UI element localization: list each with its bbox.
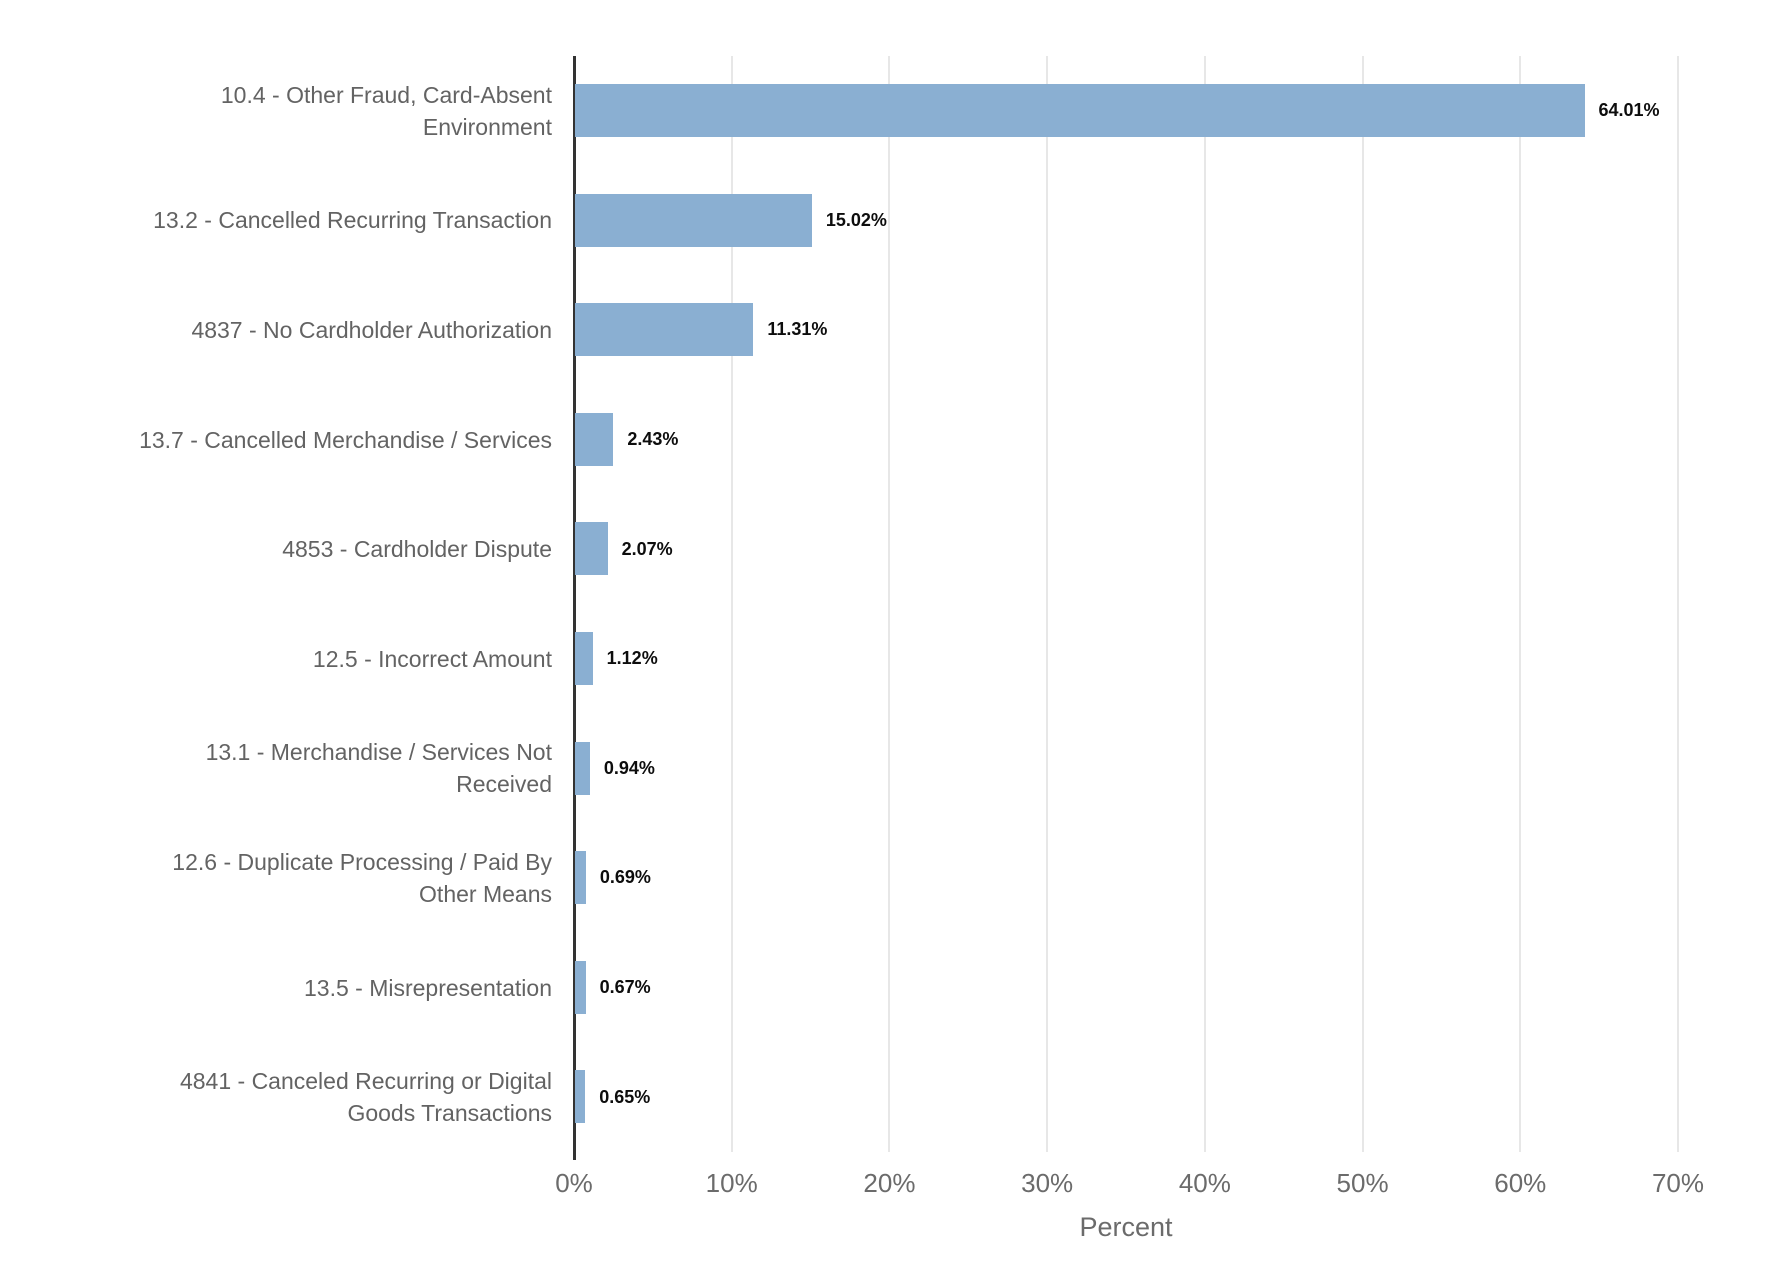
y-axis-line [573,56,576,1160]
category-label: 4841 - Canceled Recurring or Digital Goo… [179,1068,552,1127]
bar [575,522,608,576]
bar [575,1070,586,1124]
gridline [1519,56,1522,1152]
bar-value-label: 15.02% [825,209,887,230]
bar-row: 64.01% [574,56,1696,166]
bar-value-label: 0.69% [599,867,651,888]
x-tick-label: 60% [1494,1168,1547,1198]
category-label: 13.2 - Cancelled Recurring Transaction [153,207,552,234]
category-label: 4853 - Cardholder Dispute [282,536,552,563]
bar-row: 2.43% [574,385,1696,495]
x-axis-tick-labels: 0% 10% 20% 30% 40% 50% 60% 70% [0,1168,1778,1202]
x-tick-label: 50% [1336,1168,1389,1198]
x-tick-label: 70% [1651,1168,1705,1198]
bar-value-label: 1.12% [606,648,658,669]
bar [575,741,590,795]
bar-value-label: 11.31% [767,319,828,340]
bar-value-label: 2.43% [627,429,679,450]
gridline [1677,56,1679,1152]
x-tick-label: 20% [863,1168,916,1198]
plot-area: 64.01% 15.02% 11.31% 2.43% 2.07% 1.12% 0.94% 0.… [573,56,1696,1160]
bar [575,84,1585,137]
category-label: 4837 - No Cardholder Authorization [191,316,552,343]
bar-row: 0.65% [574,1042,1696,1152]
bar [575,303,754,357]
gridline [730,56,733,1152]
bar [575,412,614,466]
category-label: 12.6 - Duplicate Processing / Paid By Ot… [172,848,552,907]
bar-row: 11.31% [574,275,1696,385]
category-label: 13.5 - Misrepresentation [303,974,552,1001]
gridline [1046,56,1049,1152]
bar-row: 0.67% [574,933,1696,1043]
bar-value-label: 2.07% [621,538,673,559]
x-tick-label: 0% [555,1168,593,1198]
x-tick-label: 10% [705,1168,758,1198]
category-labels-column: 10.4 - Other Fraud, Card-Absent Environm… [112,56,552,1152]
gridline [1361,56,1364,1152]
bar-value-label: 0.67% [599,977,651,998]
category-label: 13.1 - Merchandise / Services Not Receiv… [205,739,552,798]
x-tick-label: 30% [1021,1168,1074,1198]
bar-value-label: 64.01% [1598,100,1660,121]
bars-layer: 64.01% 15.02% 11.31% 2.43% 2.07% 1.12% 0.94% 0.… [574,56,1696,1152]
bar-row: 1.12% [574,604,1696,714]
gridline [1203,56,1206,1152]
category-label: 12.5 - Incorrect Amount [312,645,552,672]
bar-value-label: 0.94% [603,757,655,778]
category-label: 10.4 - Other Fraud, Card-Absent Environm… [220,81,552,140]
x-tick-label: 40% [1178,1168,1231,1198]
bar-row: 15.02% [574,166,1696,276]
bar-row: 2.07% [574,494,1696,604]
bar-row: 0.69% [574,823,1696,933]
bar-value-label: 0.65% [599,1086,651,1107]
bar [575,960,586,1014]
category-label: 13.7 - Cancelled Merchandise / Services [139,426,552,453]
gridline [888,56,891,1152]
bar [575,631,593,685]
bar [575,193,812,247]
bar [575,851,586,905]
x-axis-title: Percent [1079,1212,1173,1242]
bar-row: 0.94% [574,714,1696,824]
